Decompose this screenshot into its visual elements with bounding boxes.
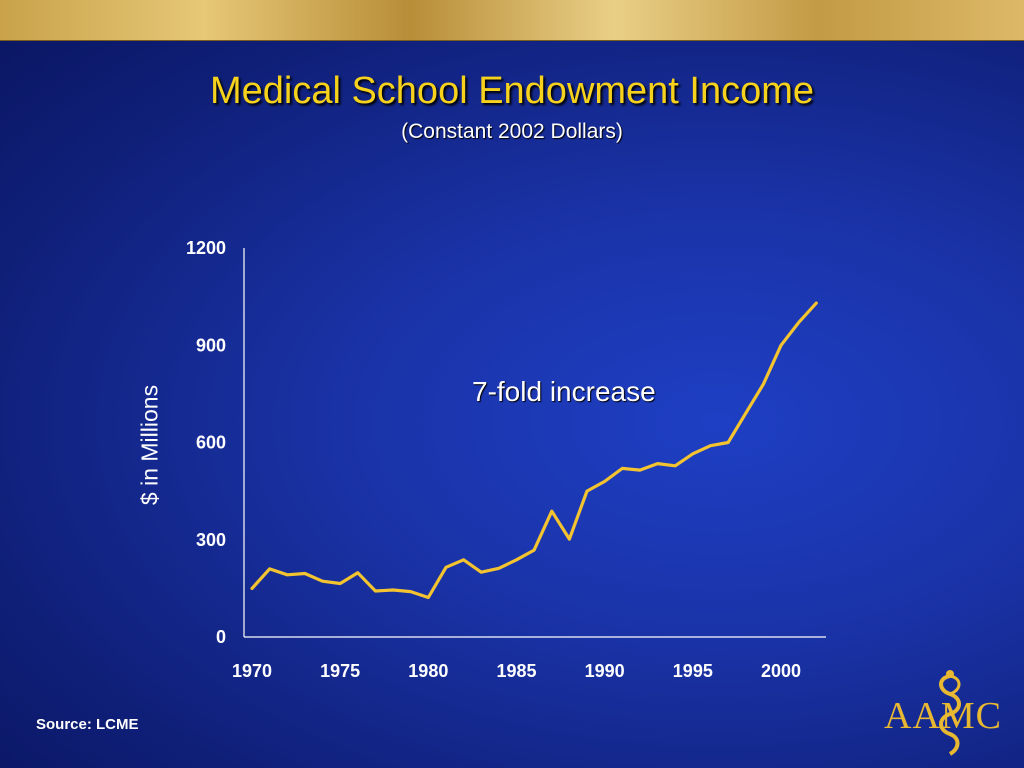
y-tick-label: 900 (196, 335, 226, 355)
x-tick-label: 1985 (496, 661, 536, 681)
y-tick-label: 600 (196, 433, 226, 453)
y-tick-label: 1200 (186, 238, 226, 258)
chart-subtitle: (Constant 2002 Dollars) (401, 120, 623, 143)
x-tick-label: 1990 (585, 661, 625, 681)
chart-title: Medical School Endowment Income (209, 70, 815, 112)
x-tick-label: 2000 (761, 661, 801, 681)
caduceus-icon (939, 670, 961, 756)
chart-annotation: 7-fold increase (472, 376, 656, 407)
aamc-logo: AAMC (884, 695, 1003, 737)
top-decorative-bar (0, 0, 1024, 41)
y-tick-labels: 0 300 600 900 1200 (186, 238, 226, 647)
y-tick-label: 300 (196, 530, 226, 550)
x-tick-label: 1975 (320, 661, 360, 681)
x-tick-label: 1970 (232, 661, 272, 681)
axes (243, 248, 826, 638)
x-tick-labels: 1970 1975 1980 1985 1990 1995 2000 (232, 661, 801, 681)
y-axis-label: $ in Millions (136, 384, 163, 506)
series-line (250, 301, 818, 600)
y-tick-label: 0 (216, 627, 226, 647)
series-layer (250, 301, 818, 600)
x-tick-label: 1995 (673, 661, 713, 681)
x-tick-label: 1980 (408, 661, 448, 681)
source-note: Source: LCME (36, 716, 139, 733)
